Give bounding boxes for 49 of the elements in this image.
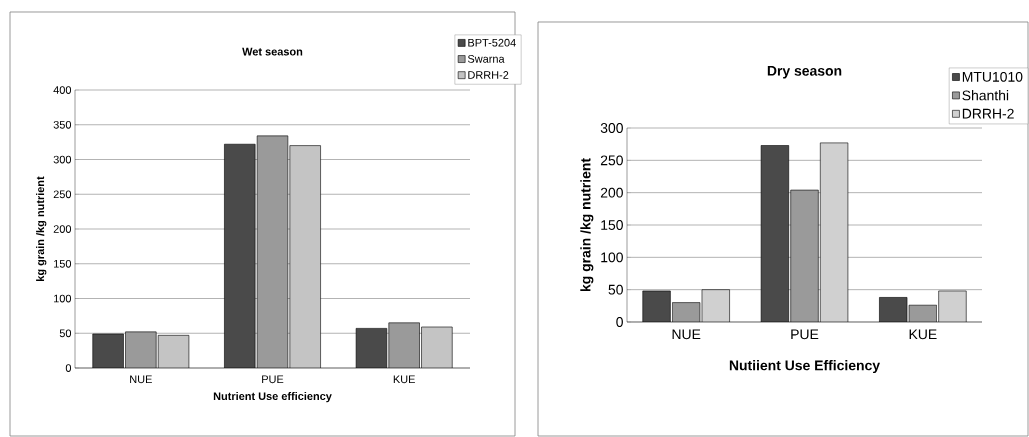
legend-label: Swarna [467,54,505,63]
y-tick-label: 150 [54,259,72,268]
bar [158,335,189,368]
bar [790,190,819,322]
y-tick-label: 400 [53,86,72,94]
y-tick-label: 200 [600,187,623,198]
y-tick-label: 300 [53,155,72,164]
y-tick-label: 250 [53,190,72,199]
bar [938,290,967,322]
x-axis-title: Nutiient Use Efficiency [729,360,880,374]
bar [257,135,288,368]
y-axis-title: kg grain /kg nutrient [36,176,47,281]
y-tick-label: 100 [601,252,623,263]
bar [355,328,388,368]
legend-label: DRRH-2 [468,71,509,79]
chart-title: Wet season [242,47,303,56]
y-tick-label: 100 [54,294,72,303]
bar [820,142,848,322]
y-axis-title: kg grain /kg nutrient [580,158,594,292]
y-tick-label: 50 [59,329,72,338]
x-axis-title: Nutrient Use efficiency [213,392,332,403]
bar [125,331,157,368]
y-tick-label: 250 [600,155,623,166]
y-tick-label: 50 [608,284,623,295]
bar [761,145,789,322]
bar [92,333,124,368]
bar [224,144,256,368]
legend-label: BPT-5204 [468,38,516,47]
bar [642,290,671,322]
x-tick-label: PUE [791,329,819,340]
y-tick-label: 300 [600,123,623,133]
y-tick-label: 0 [616,317,623,327]
x-tick-label: NUE [672,329,701,340]
bar [701,289,730,322]
bar [289,145,321,368]
x-tick-label: PUE [262,375,284,384]
legend-label: DRRH-2 [962,108,1014,119]
y-tick-label: 350 [53,120,72,129]
legend-label: Shanthi [962,90,1009,101]
y-tick-label: 0 [65,364,72,372]
x-tick-label: NUE [130,375,152,384]
bar [388,322,420,368]
y-tick-label: 150 [601,220,623,230]
y-tick-label: 200 [53,225,72,233]
legend-label: MTU1010 [962,71,1023,82]
x-tick-label: KUE [909,329,937,340]
x-tick-label: KUE [393,375,415,384]
chart-title: Dry season [767,66,842,79]
bar [421,326,453,368]
